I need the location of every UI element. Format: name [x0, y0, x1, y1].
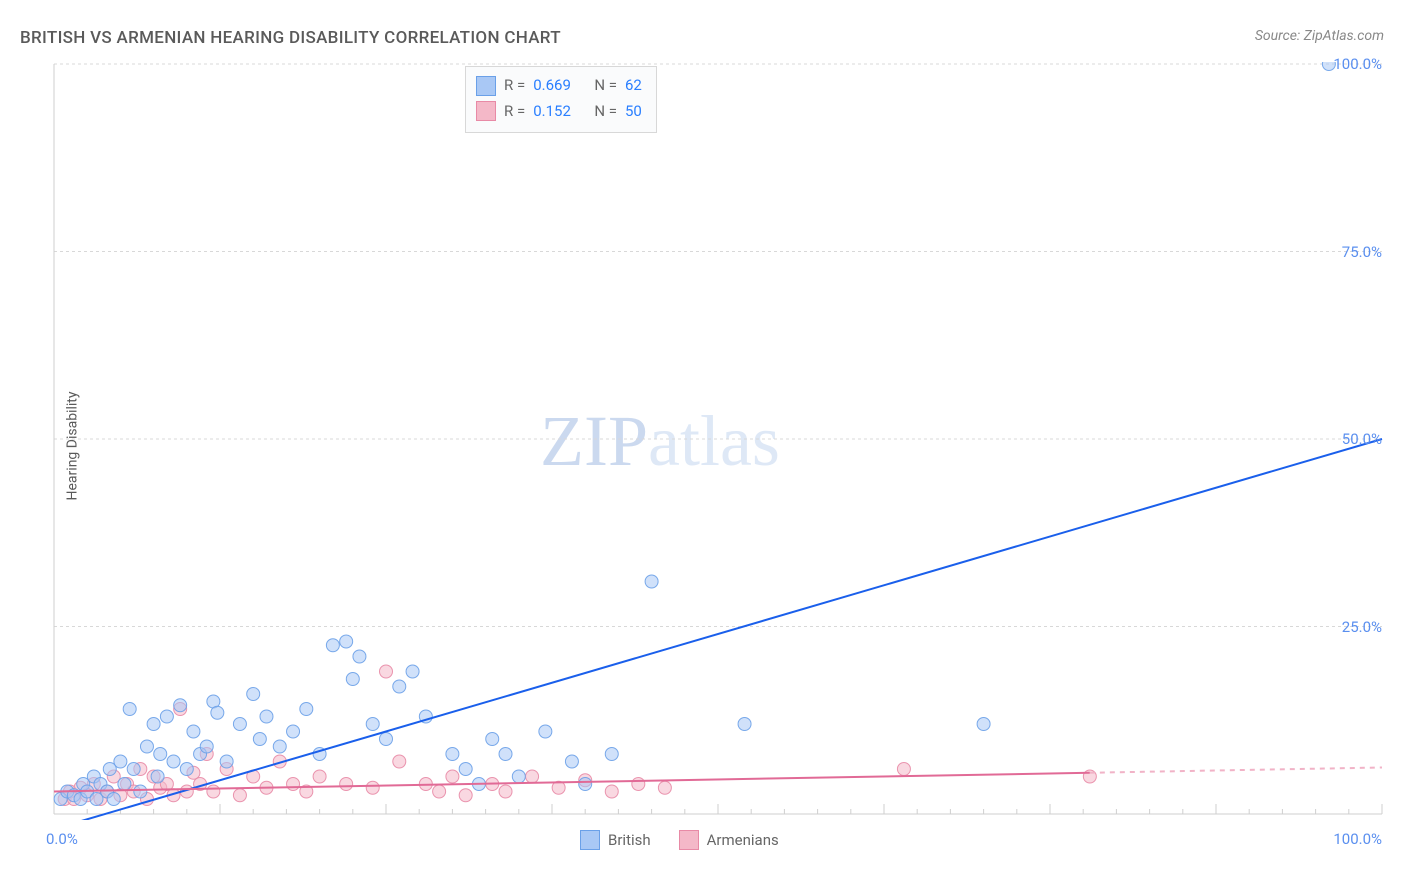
- r-label-2: R =: [504, 99, 525, 125]
- swatch-british: [476, 76, 496, 96]
- r-value-armenians: 0.152: [533, 99, 571, 125]
- swatch-armenians: [476, 101, 496, 121]
- legend-label-armenians: Armenians: [707, 831, 779, 849]
- axis-origin-label: 0.0%: [46, 830, 78, 848]
- stats-legend: R = 0.669 N = 62 R = 0.152 N = 50: [465, 66, 657, 133]
- r-label: R =: [504, 73, 525, 99]
- scatter-chart: [52, 62, 1384, 820]
- legend-swatch-armenians: [679, 830, 699, 850]
- r-value-british: 0.669: [533, 73, 571, 99]
- bottom-legend: British Armenians: [580, 830, 779, 850]
- y-tick-label: 75.0%: [1342, 243, 1382, 261]
- n-label: N =: [594, 73, 617, 99]
- n-value-british: 62: [625, 73, 642, 99]
- stats-row-british: R = 0.669 N = 62: [476, 73, 642, 99]
- y-tick-label: 100.0%: [1333, 55, 1382, 73]
- legend-item-armenians: Armenians: [679, 830, 779, 850]
- legend-label-british: British: [608, 831, 651, 849]
- chart-area: [52, 62, 1384, 820]
- y-tick-label: 50.0%: [1342, 430, 1382, 448]
- source-label: Source: ZipAtlas.com: [1255, 28, 1384, 44]
- axis-x-end-label: 100.0%: [1333, 830, 1382, 848]
- stats-row-armenians: R = 0.152 N = 50: [476, 99, 642, 125]
- n-label-2: N =: [594, 99, 617, 125]
- n-value-armenians: 50: [625, 99, 642, 125]
- legend-swatch-british: [580, 830, 600, 850]
- chart-title: BRITISH VS ARMENIAN HEARING DISABILITY C…: [20, 28, 561, 48]
- y-tick-label: 25.0%: [1342, 618, 1382, 636]
- legend-item-british: British: [580, 830, 651, 850]
